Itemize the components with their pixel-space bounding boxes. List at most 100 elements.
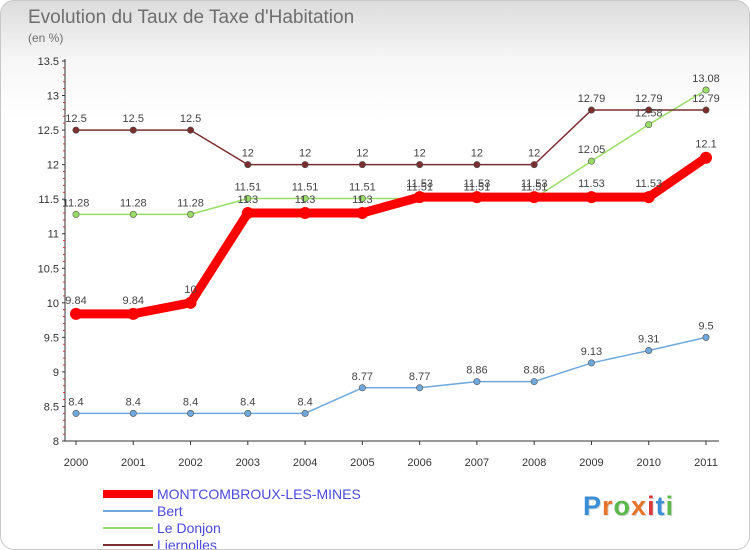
data-label: 8.4 — [183, 396, 198, 408]
data-labels-layer: 8.4 8.4 8.4 8.4 8.4 8.77 8.77 8.86 8.86 9.13 9.31 9… — [63, 73, 720, 408]
data-label: 8.86 — [523, 365, 544, 377]
data-label: 11.51 — [234, 181, 261, 193]
data-point — [470, 191, 483, 204]
legend-swatch — [103, 489, 153, 498]
data-point — [301, 194, 309, 202]
data-label: 11.53 — [406, 178, 433, 190]
legend-item: Le Donjon — [103, 519, 361, 536]
y-tick-label: 10 — [47, 298, 59, 310]
y-tick-label: 8 — [53, 436, 59, 448]
data-label: 11.28 — [63, 197, 90, 209]
data-point — [416, 384, 424, 392]
data-label: 12.5 — [123, 113, 144, 125]
legend-item: Liernolles — [103, 536, 361, 550]
logo-letter: r — [602, 491, 614, 521]
data-point — [241, 207, 254, 219]
data-label: 11.3 — [238, 194, 259, 206]
data-label: 12 — [414, 148, 426, 160]
data-label: 8.4 — [240, 396, 255, 408]
legend-swatch — [103, 526, 153, 529]
data-label: 9.5 — [698, 320, 713, 332]
data-point — [645, 346, 653, 354]
data-label: 9.84 — [65, 295, 86, 307]
chart-axes: 8 8.5 9 9.5 10 10.5 11 11.5 12 12.5 13 13.5 2000 2001… — [38, 56, 719, 469]
data-label: 12 — [471, 148, 483, 160]
data-point — [358, 194, 366, 202]
data-label: 9.84 — [123, 295, 144, 307]
series-line-liernolles — [75, 109, 707, 166]
data-point — [413, 191, 426, 204]
data-point — [72, 210, 80, 218]
data-point — [301, 161, 309, 169]
data-label: 11.51 — [349, 181, 376, 193]
data-point — [187, 210, 195, 218]
x-tick-label: 2007 — [465, 457, 489, 469]
logo-letter: P — [583, 491, 603, 521]
data-label: 12.58 — [635, 108, 663, 120]
legend-item: Bert — [103, 502, 361, 519]
data-point — [700, 151, 712, 164]
data-point — [129, 210, 137, 218]
proxiti-logo: Proxiti — [583, 491, 674, 522]
data-point — [642, 191, 655, 204]
legend-item: MONTCOMBROUX-LES-MINES — [103, 485, 361, 502]
data-point — [187, 409, 195, 417]
data-label: 11.53 — [635, 178, 662, 190]
data-point — [72, 409, 80, 417]
legend-swatch — [103, 543, 153, 546]
data-point — [70, 307, 82, 320]
logo-letter: i — [665, 491, 675, 521]
x-tick-label: 2008 — [522, 457, 546, 469]
logo-letter: o — [613, 491, 632, 521]
y-tick-label: 10.5 — [38, 263, 59, 275]
data-label: 8.4 — [126, 396, 141, 408]
series-line-bert — [75, 336, 707, 415]
data-point — [299, 207, 312, 219]
data-label: 8.86 — [466, 365, 487, 377]
data-point — [301, 409, 309, 417]
x-tick-label: 2011 — [694, 457, 718, 469]
y-tick-label: 12.5 — [38, 125, 59, 137]
legend-label: Liernolles — [157, 536, 217, 550]
y-tick-label: 11.5 — [38, 194, 59, 206]
data-point — [528, 191, 541, 204]
data-label: 12.79 — [578, 93, 606, 105]
x-tick-label: 2006 — [407, 457, 431, 469]
data-label: 10 — [184, 284, 196, 296]
data-point — [473, 161, 481, 169]
x-tick-label: 2001 — [121, 457, 145, 469]
data-label: 12 — [356, 148, 368, 160]
series-line-le-donjon — [75, 89, 707, 216]
data-label: 13.08 — [692, 73, 720, 85]
data-point — [358, 384, 366, 392]
data-point — [645, 106, 653, 114]
chart-legend: MONTCOMBROUX-LES-MINES Bert Le Donjon Liern… — [103, 485, 361, 550]
data-point — [587, 359, 595, 367]
data-point — [72, 126, 80, 134]
data-label: 11.53 — [464, 178, 491, 190]
legend-swatch — [103, 509, 153, 512]
data-point — [187, 126, 195, 134]
data-label: 8.4 — [297, 396, 312, 408]
data-label: 11.28 — [120, 197, 147, 209]
data-label: 12.79 — [692, 93, 720, 105]
data-label: 12 — [299, 148, 311, 160]
data-label: 9.13 — [581, 346, 602, 358]
x-tick-label: 2010 — [636, 457, 660, 469]
data-label: 11.3 — [295, 194, 316, 206]
data-point — [127, 307, 140, 320]
data-point — [416, 161, 424, 169]
y-tick-label: 8.5 — [44, 401, 59, 413]
data-label: 11.53 — [521, 178, 548, 190]
data-label: 12.1 — [695, 139, 716, 151]
series-line-montcombroux-les-mines — [71, 153, 711, 319]
data-point — [358, 161, 366, 169]
data-point — [184, 296, 197, 309]
data-point — [587, 106, 595, 114]
data-point — [129, 409, 137, 417]
data-label: 12 — [528, 148, 540, 160]
data-label: 11.28 — [177, 197, 204, 209]
data-point — [356, 207, 369, 219]
legend-label: Bert — [157, 502, 183, 519]
